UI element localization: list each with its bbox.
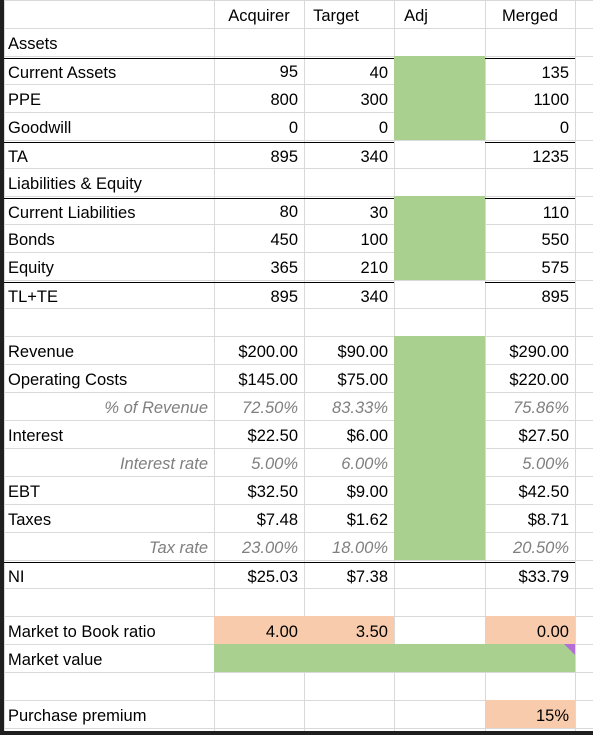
header-target: Target (313, 7, 359, 25)
purchase-premium-merged[interactable]: 15% (535, 707, 569, 725)
equity-label: Equity (8, 259, 54, 277)
purchase-premium-label: Purchase premium (8, 707, 147, 725)
current-liabilities-acquirer[interactable]: 80 (279, 203, 298, 221)
goodwill-label: Goodwill (8, 119, 72, 137)
current-liabilities-merged[interactable]: 110 (485, 198, 575, 226)
current-assets-label: Current Assets (0, 58, 304, 86)
tax-rate-target[interactable]: 18.00% (332, 539, 388, 557)
taxes-label: Taxes (8, 511, 52, 529)
revenue-merged[interactable]: $290.00 (509, 343, 569, 361)
market-to-book-merged[interactable]: 0.00 (536, 623, 569, 641)
market-to-book-target-cell[interactable] (304, 616, 394, 644)
pct-revenue-target[interactable]: 83.33% (332, 399, 388, 417)
revenue-acquirer[interactable]: $200.00 (238, 343, 298, 361)
interest-rate-merged[interactable]: 5.00% (522, 455, 569, 473)
current-liabilities-label: Current Liabilities (0, 198, 304, 226)
current-liabilities-target[interactable]: 30 (304, 198, 394, 226)
ni-adj[interactable] (394, 562, 485, 590)
liabilities-title: Liabilities & Equity (8, 175, 142, 193)
equity-merged[interactable]: 575 (541, 259, 569, 277)
interest-rate-target[interactable]: 6.00% (341, 455, 388, 473)
operating-costs-label: Operating Costs (8, 371, 128, 389)
current-assets-acquirer[interactable]: 95 (279, 63, 298, 81)
market-to-book-label: Market to Book ratio (8, 623, 156, 641)
ebt-acquirer[interactable]: $32.50 (247, 483, 298, 501)
interest-rate-acquirer[interactable]: 5.00% (251, 455, 298, 473)
bottom-scroll-edge[interactable] (0, 731, 593, 735)
equity-acquirer[interactable]: 365 (270, 259, 298, 277)
operating-costs-target[interactable]: $75.00 (337, 371, 388, 389)
interest-target[interactable]: $6.00 (346, 427, 388, 445)
current-assets-target[interactable]: 40 (304, 58, 394, 86)
pct-revenue-merged[interactable]: 75.86% (513, 399, 569, 417)
market-to-book-acquirer[interactable]: 4.00 (265, 623, 298, 641)
ppe-label: PPE (8, 91, 42, 109)
bonds-merged[interactable]: 550 (541, 231, 569, 249)
market-to-book-target[interactable]: 3.50 (355, 623, 388, 641)
tax-rate-acquirer[interactable]: 23.00% (242, 539, 298, 557)
adj-input-range-balance[interactable] (394, 56, 485, 140)
interest-merged[interactable]: $27.50 (518, 427, 569, 445)
left-window-edge (0, 0, 4, 735)
tl-te-acquirer[interactable]: 895 (214, 282, 304, 310)
assets-title: Assets (8, 35, 58, 53)
equity-target[interactable]: 210 (360, 259, 388, 277)
ni-acquirer[interactable]: $25.03 (214, 562, 304, 590)
ni-label: NI (0, 562, 214, 590)
tl-te-target[interactable]: 340 (304, 282, 394, 310)
market-to-book-merged-cell[interactable] (485, 616, 575, 644)
ebt-label: EBT (8, 483, 41, 501)
ebt-target[interactable]: $9.00 (346, 483, 388, 501)
header-merged: Merged (502, 7, 558, 25)
header-adj: Adj (404, 7, 428, 25)
interest-rate-label: Interest rate (119, 455, 208, 473)
goodwill-acquirer[interactable]: 0 (288, 119, 298, 137)
ppe-acquirer[interactable]: 800 (270, 91, 298, 109)
taxes-target[interactable]: $1.62 (346, 511, 388, 529)
taxes-merged[interactable]: $8.71 (527, 511, 569, 529)
market-value-range[interactable] (214, 644, 575, 672)
adj-input-range-liabilities[interactable] (394, 196, 485, 280)
goodwill-merged[interactable]: 0 (559, 119, 569, 137)
ppe-merged[interactable]: 1100 (533, 91, 569, 109)
ta-merged[interactable]: 1235 (485, 142, 575, 170)
bonds-target[interactable]: 100 (360, 231, 388, 249)
ta-label: TA (0, 142, 214, 170)
tl-te-merged[interactable]: 895 (485, 282, 575, 310)
revenue-label: Revenue (8, 343, 75, 361)
ni-target[interactable]: $7.38 (304, 562, 394, 590)
ppe-target[interactable]: 300 (360, 91, 388, 109)
pct-revenue-label: % of Revenue (104, 399, 208, 417)
market-value-label: Market value (8, 651, 103, 669)
purchase-premium-cell[interactable] (485, 700, 575, 728)
goodwill-target[interactable]: 0 (378, 119, 388, 137)
pct-revenue-acquirer[interactable]: 72.50% (242, 399, 298, 417)
tl-te-label: TL+TE (0, 282, 214, 310)
tax-rate-merged[interactable]: 20.50% (513, 539, 569, 557)
tax-rate-label: Tax rate (148, 539, 208, 557)
bonds-acquirer[interactable]: 450 (270, 231, 298, 249)
ta-acquirer[interactable]: 895 (214, 142, 304, 170)
header-acquirer: Acquirer (228, 7, 290, 25)
ebt-merged[interactable]: $42.50 (518, 483, 569, 501)
ta-target[interactable]: 340 (304, 142, 394, 170)
market-to-book-acquirer-cell[interactable] (214, 616, 304, 644)
operating-costs-acquirer[interactable]: $145.00 (238, 371, 298, 389)
operating-costs-merged[interactable]: $220.00 (509, 371, 569, 389)
adj-input-range-income[interactable] (394, 336, 485, 560)
comment-indicator-icon[interactable] (564, 644, 575, 655)
revenue-target[interactable]: $90.00 (337, 343, 388, 361)
bonds-label: Bonds (8, 231, 55, 249)
current-assets-merged[interactable]: 135 (485, 58, 575, 86)
taxes-acquirer[interactable]: $7.48 (256, 511, 298, 529)
interest-acquirer[interactable]: $22.50 (247, 427, 298, 445)
interest-label: Interest (8, 427, 64, 445)
ni-merged[interactable]: $33.79 (485, 562, 575, 590)
